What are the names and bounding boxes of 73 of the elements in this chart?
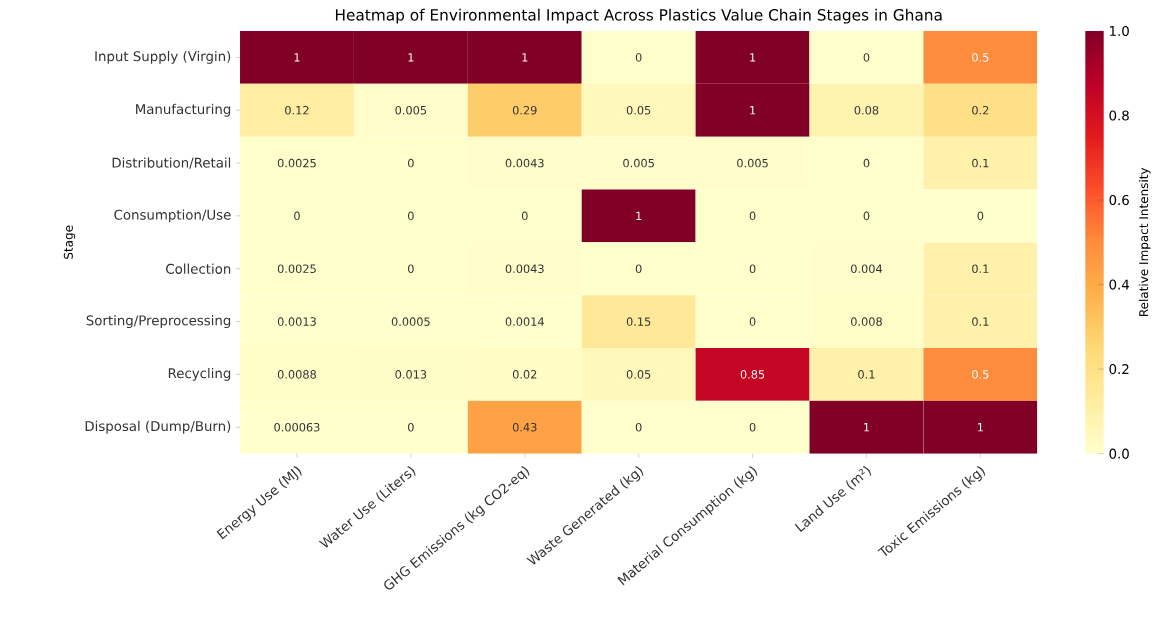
- data-label: 0: [408, 211, 414, 221]
- color-bar-title: Relative Impact Intensity: [1138, 167, 1151, 317]
- data-label: 0: [977, 211, 984, 221]
- data-label: 0: [863, 53, 870, 62]
- data-label: 0.1: [972, 317, 989, 326]
- color-bar-label: 1.0: [1110, 25, 1129, 37]
- data-label: 0.0043: [505, 158, 544, 168]
- data-label: 0.0005: [391, 317, 430, 326]
- y-tick-label: Input Supply (Virgin): [95, 50, 231, 64]
- y-tick-label: Manufacturing: [136, 103, 231, 117]
- data-label: 0.013: [395, 370, 427, 379]
- data-label: 0: [521, 211, 528, 221]
- color-bar-label: 0.8: [1109, 110, 1129, 121]
- data-label: 0.0014: [505, 317, 544, 326]
- data-label: 0.2: [972, 105, 989, 115]
- data-label: 0: [749, 264, 756, 274]
- data-label: 0: [863, 211, 870, 221]
- y-tick-label: Consumption/Use: [114, 209, 231, 223]
- data-label: 0.0025: [277, 158, 316, 168]
- data-label: 0.005: [395, 105, 427, 115]
- data-label: 0: [408, 158, 414, 168]
- y-tick-label: Disposal (Dump/Burn): [85, 420, 231, 434]
- y-tick-label: Sorting/Preprocessing: [86, 315, 231, 329]
- data-label: 0.1: [858, 370, 875, 379]
- data-label: 0.00063: [274, 422, 320, 432]
- data-label: 0: [635, 53, 642, 62]
- data-label: 1: [294, 53, 300, 62]
- data-label: 0: [408, 422, 414, 432]
- y-tick-label: Recycling: [168, 367, 231, 381]
- data-label: 0.008: [851, 317, 882, 326]
- data-label: 0: [294, 211, 300, 221]
- data-label: 1: [978, 423, 983, 432]
- data-label: 0.004: [851, 264, 883, 274]
- data-label: 1: [864, 423, 870, 432]
- data-label: 0: [408, 264, 414, 274]
- data-label: 0.43: [512, 422, 537, 432]
- data-label: 0.1: [972, 264, 989, 274]
- data-label: 0.05: [626, 370, 651, 379]
- data-label: 0.5: [972, 53, 989, 62]
- data-label: 0: [863, 158, 870, 168]
- data-label: 0.5: [972, 370, 989, 379]
- data-label: 0.05: [626, 105, 651, 115]
- data-label: 0.005: [623, 158, 654, 168]
- data-label: 1: [408, 53, 414, 62]
- data-label: 0: [635, 422, 642, 432]
- data-label: 0.15: [626, 317, 651, 326]
- color-bar-label: 0.4: [1109, 279, 1130, 290]
- data-label: 0.08: [854, 105, 879, 115]
- data-label: 0.0013: [277, 317, 316, 326]
- data-label: 0: [749, 317, 756, 326]
- data-label: 0: [749, 211, 756, 221]
- chart-title: Heatmap of Environmental Impact Across Plastics Value Chain Stages in Ghana: [335, 8, 942, 24]
- color-bar-label: 0.6: [1109, 194, 1129, 206]
- data-label: 1: [636, 211, 642, 221]
- data-label: 0.0043: [505, 264, 544, 274]
- data-label: 0.85: [740, 370, 765, 379]
- data-label: 1: [522, 53, 528, 62]
- data-label: 0: [749, 422, 756, 432]
- data-label: 0.12: [285, 105, 309, 115]
- data-label: 0.02: [512, 370, 537, 379]
- data-label: 0.1: [972, 158, 989, 168]
- data-label: 1: [750, 106, 756, 115]
- data-label: 0.0025: [277, 264, 316, 274]
- data-label: 0.0088: [277, 370, 317, 379]
- color-bar-label: 0.2: [1109, 364, 1129, 375]
- data-label: 0: [635, 264, 642, 274]
- data-label: 0.005: [737, 158, 768, 168]
- data-label: 1: [750, 53, 756, 62]
- color-bar-label: 0.0: [1109, 448, 1129, 459]
- y-tick-label: Collection: [166, 263, 231, 274]
- y-tick-label: Distribution/Retail: [112, 157, 231, 169]
- y-axis-title: Stage: [63, 225, 76, 259]
- data-label: 0.29: [512, 105, 537, 115]
